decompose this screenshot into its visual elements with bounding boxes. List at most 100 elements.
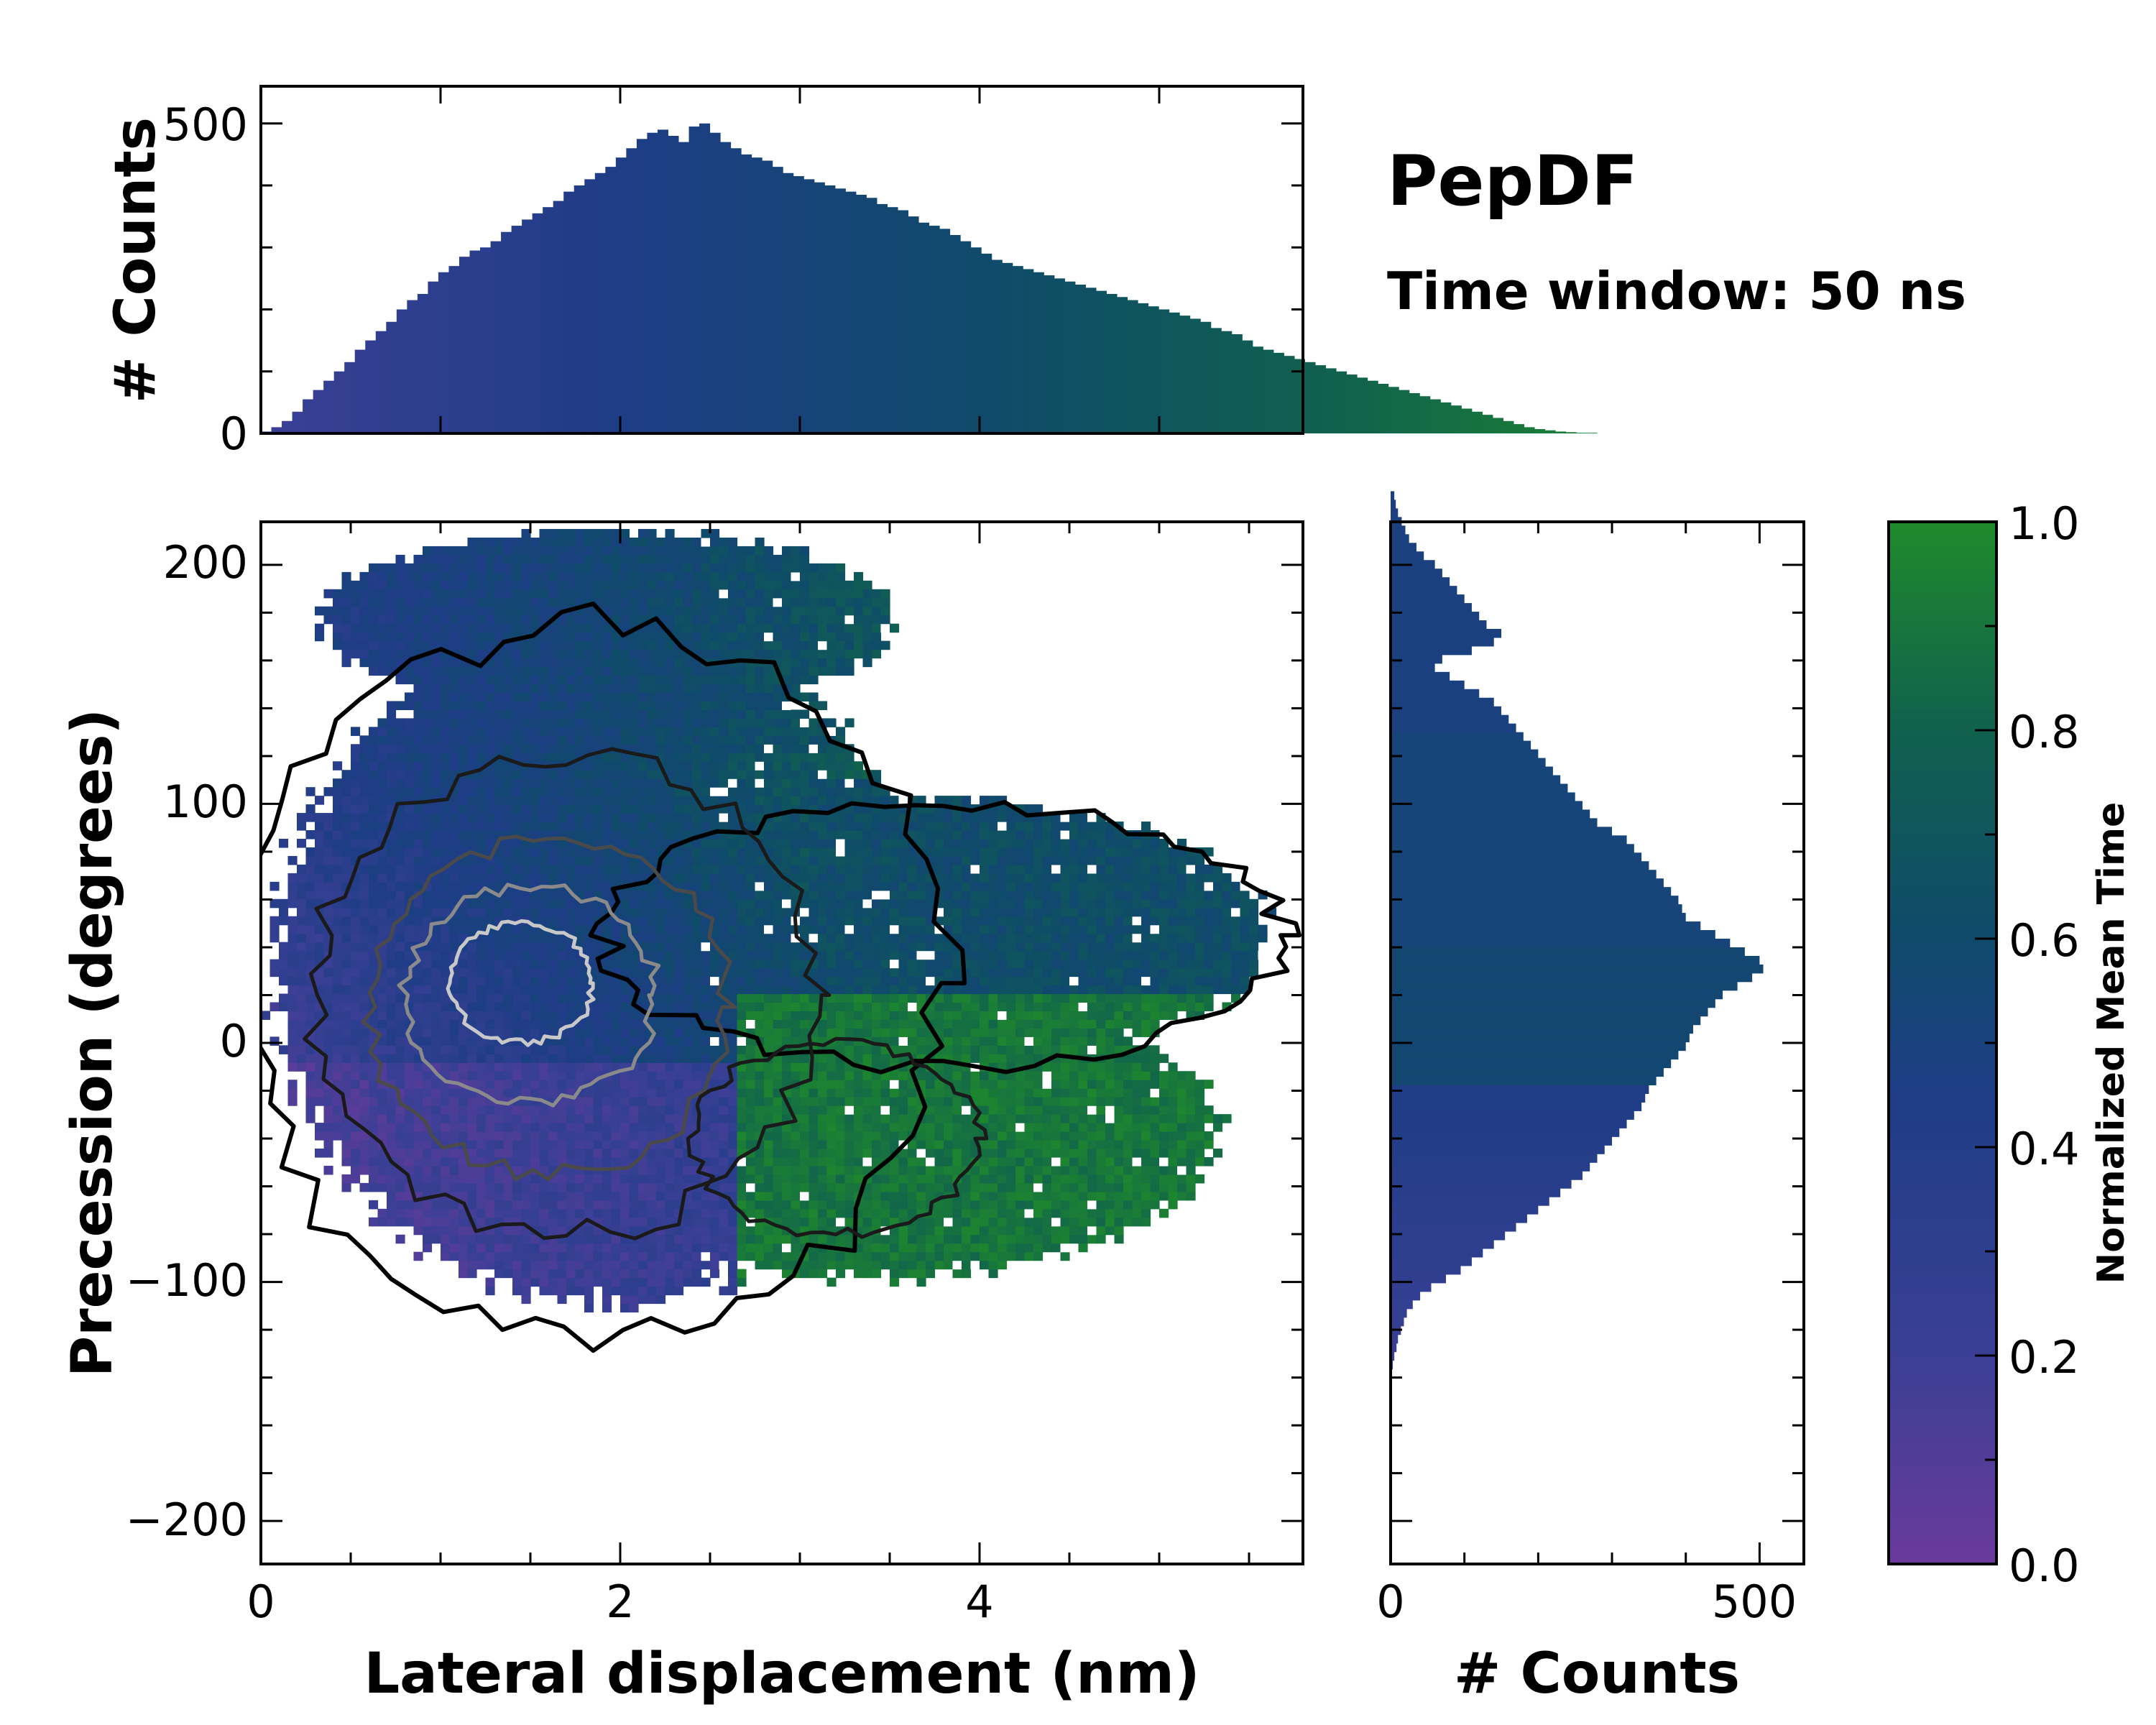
heatmap-cell: [683, 684, 693, 694]
heatmap-cell: [728, 1088, 738, 1098]
heatmap-cell: [503, 770, 513, 779]
heatmap-cell: [512, 718, 522, 727]
heatmap-cell: [602, 546, 612, 556]
heatmap-cell: [602, 597, 612, 607]
heatmap-cell: [818, 1114, 828, 1123]
top-histogram-bar: [866, 198, 877, 433]
heatmap-cell: [808, 1080, 819, 1089]
heatmap-cell: [441, 666, 451, 676]
top-histogram-bar: [720, 142, 732, 433]
heatmap-cell: [692, 623, 702, 633]
heatmap-cell: [387, 855, 397, 865]
heatmap-cell: [620, 1028, 630, 1037]
heatmap-cell: [539, 658, 549, 668]
heatmap-cell: [611, 1251, 621, 1261]
heatmap-cell: [287, 881, 298, 891]
heatmap-cell: [395, 1028, 405, 1037]
heatmap-cell: [728, 692, 738, 702]
heatmap-cell: [503, 675, 513, 685]
heatmap-cell: [441, 606, 451, 616]
heatmap-cell: [341, 907, 351, 917]
heatmap-cell: [782, 563, 792, 573]
heatmap-cell: [782, 881, 792, 891]
heatmap-cell: [449, 580, 459, 590]
heatmap-cell: [665, 1251, 675, 1261]
top-histogram-bar: [1044, 275, 1055, 433]
heatmap-cell: [548, 1019, 558, 1029]
top-histogram-bar: [386, 321, 397, 433]
heatmap-cell: [530, 1251, 540, 1261]
heatmap-cell: [287, 1062, 298, 1072]
heatmap-cell: [620, 1251, 630, 1261]
heatmap-cell: [593, 1243, 603, 1253]
heatmap-cell: [755, 950, 765, 960]
heatmap-cell: [377, 890, 387, 900]
heatmap-cell: [548, 1045, 558, 1054]
heatmap-cell: [341, 942, 351, 952]
heatmap-cell: [441, 1114, 451, 1123]
heatmap-cell: [539, 649, 549, 659]
heatmap-cell: [503, 537, 513, 547]
heatmap-cell: [467, 537, 477, 547]
heatmap-cell: [701, 873, 711, 883]
heatmap-cell: [503, 924, 513, 934]
heatmap-cell: [593, 675, 603, 685]
heatmap-cell: [683, 571, 693, 581]
heatmap-cell: [683, 770, 693, 779]
heatmap-cell: [620, 898, 630, 908]
heatmap-cell: [701, 623, 711, 633]
heatmap-cell: [710, 1225, 720, 1236]
heatmap-cell: [441, 709, 451, 719]
heatmap-cell: [503, 1062, 513, 1072]
heatmap-cell: [602, 770, 612, 779]
heatmap-cell: [818, 881, 828, 891]
heatmap-cell: [808, 1105, 819, 1115]
heatmap-cell: [377, 606, 387, 616]
heatmap-cell: [791, 761, 801, 770]
heatmap-cell: [674, 924, 684, 934]
heatmap-cell: [441, 813, 451, 822]
heatmap-cell: [647, 1105, 657, 1115]
heatmap-cell: [611, 727, 621, 736]
heatmap-cell: [548, 855, 558, 865]
heatmap-cell: [377, 1019, 387, 1029]
heatmap-cell: [791, 1002, 801, 1012]
heatmap-cell: [423, 1088, 433, 1098]
heatmap-cell: [755, 1028, 765, 1037]
heatmap-cell: [405, 563, 415, 573]
heatmap-cell: [755, 1251, 765, 1261]
heatmap-cell: [459, 735, 469, 745]
heatmap-cell: [459, 701, 469, 710]
heatmap-cell: [395, 1140, 405, 1149]
heatmap-cell: [521, 727, 531, 736]
heatmap-cell: [638, 1054, 648, 1063]
heatmap-cell: [737, 546, 747, 556]
heatmap-cell: [584, 1182, 594, 1192]
heatmap-cell: [530, 873, 540, 883]
heatmap-cell: [485, 770, 495, 779]
heatmap-cell: [728, 881, 738, 891]
heatmap-cell: [539, 1011, 549, 1021]
heatmap-cell: [701, 1105, 711, 1115]
heatmap-cell: [305, 1011, 315, 1021]
heatmap-cell: [467, 1165, 477, 1175]
heatmap-cell: [485, 864, 495, 874]
heatmap-cell: [584, 787, 594, 796]
heatmap-cell: [476, 907, 487, 917]
heatmap-cell: [323, 1045, 333, 1054]
heatmap-cell: [387, 571, 397, 581]
heatmap-cell: [387, 753, 397, 762]
heatmap-cell: [323, 985, 333, 995]
heatmap-cell: [808, 1002, 819, 1012]
heatmap-cell: [773, 761, 783, 770]
heatmap-cell: [485, 546, 495, 556]
heatmap-cell: [719, 847, 729, 857]
heatmap-cell: [351, 813, 361, 822]
heatmap-cell: [728, 1217, 738, 1227]
top-histogram-bar: [1482, 415, 1493, 433]
heatmap-cell: [431, 1097, 441, 1106]
heatmap-cell: [423, 589, 433, 599]
heatmap-cell: [826, 796, 837, 805]
heatmap-cell: [692, 950, 702, 960]
top-histogram-bar: [668, 136, 679, 433]
